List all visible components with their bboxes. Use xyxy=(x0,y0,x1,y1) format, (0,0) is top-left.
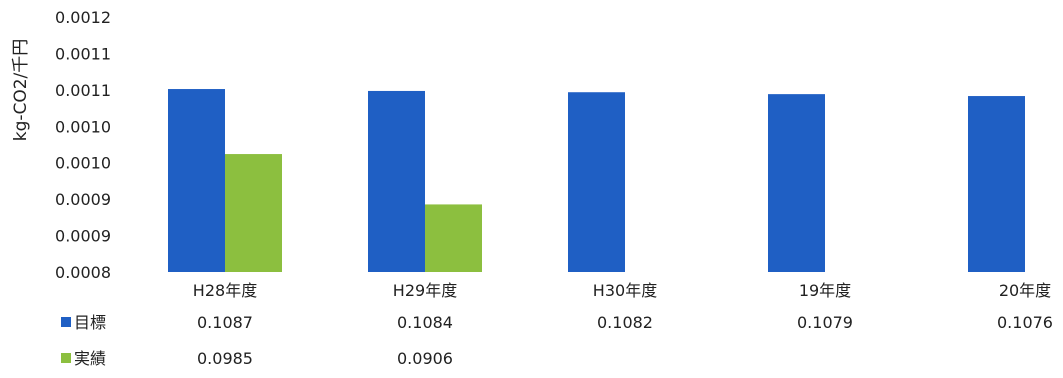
x-category-label: 19年度 xyxy=(799,281,851,300)
y-axis-ticks: 0.0008 0.0009 0.0009 0.0010 0.0010 0.0011 0.00… xyxy=(55,8,111,282)
bars xyxy=(168,89,1025,272)
target-bar xyxy=(568,92,625,272)
x-category-label: H28年度 xyxy=(193,281,257,300)
y-tick-label: 0.0009 xyxy=(55,190,111,209)
target-bar xyxy=(168,89,225,272)
x-category-label: H29年度 xyxy=(393,281,457,300)
y-tick-label: 0.0009 xyxy=(55,227,111,246)
y-tick-label: 0.0010 xyxy=(55,117,111,136)
actual-bar xyxy=(225,154,282,272)
y-tick-label: 0.0012 xyxy=(55,8,111,27)
data-table-value: 0.0985 xyxy=(197,349,253,368)
data-table-value: 0.1087 xyxy=(197,313,253,332)
legend-key-actual xyxy=(61,353,71,363)
data-table-value: 0.1082 xyxy=(597,313,653,332)
data-table-value: 0.1076 xyxy=(997,313,1053,332)
data-table-value: 0.0906 xyxy=(397,349,453,368)
target-bar xyxy=(368,90,425,272)
y-axis-title: kg-CO2/千円 xyxy=(11,39,31,142)
data-table-value: 0.1084 xyxy=(397,313,453,332)
y-tick-label: 0.0011 xyxy=(55,44,111,63)
target-bar xyxy=(968,96,1025,272)
y-tick-label: 0.0011 xyxy=(55,81,111,100)
category-labels: H28年度 H29年度 H30年度 19年度 20年度 xyxy=(193,281,1051,300)
actual-bar xyxy=(425,204,482,272)
target-bar xyxy=(768,94,825,272)
y-tick-label: 0.0010 xyxy=(55,154,111,173)
legend-series-name: 目標 xyxy=(74,313,106,332)
legend-key-target xyxy=(61,317,71,327)
legend-series-name: 実績 xyxy=(74,349,106,368)
y-tick-label: 0.0008 xyxy=(55,263,111,282)
x-category-label: H30年度 xyxy=(593,281,657,300)
data-table: 目標 0.1087 0.1084 0.1082 0.1079 0.1076 実績 0.0985… xyxy=(61,313,1053,368)
x-category-label: 20年度 xyxy=(999,281,1051,300)
data-table-value: 0.1079 xyxy=(797,313,853,332)
